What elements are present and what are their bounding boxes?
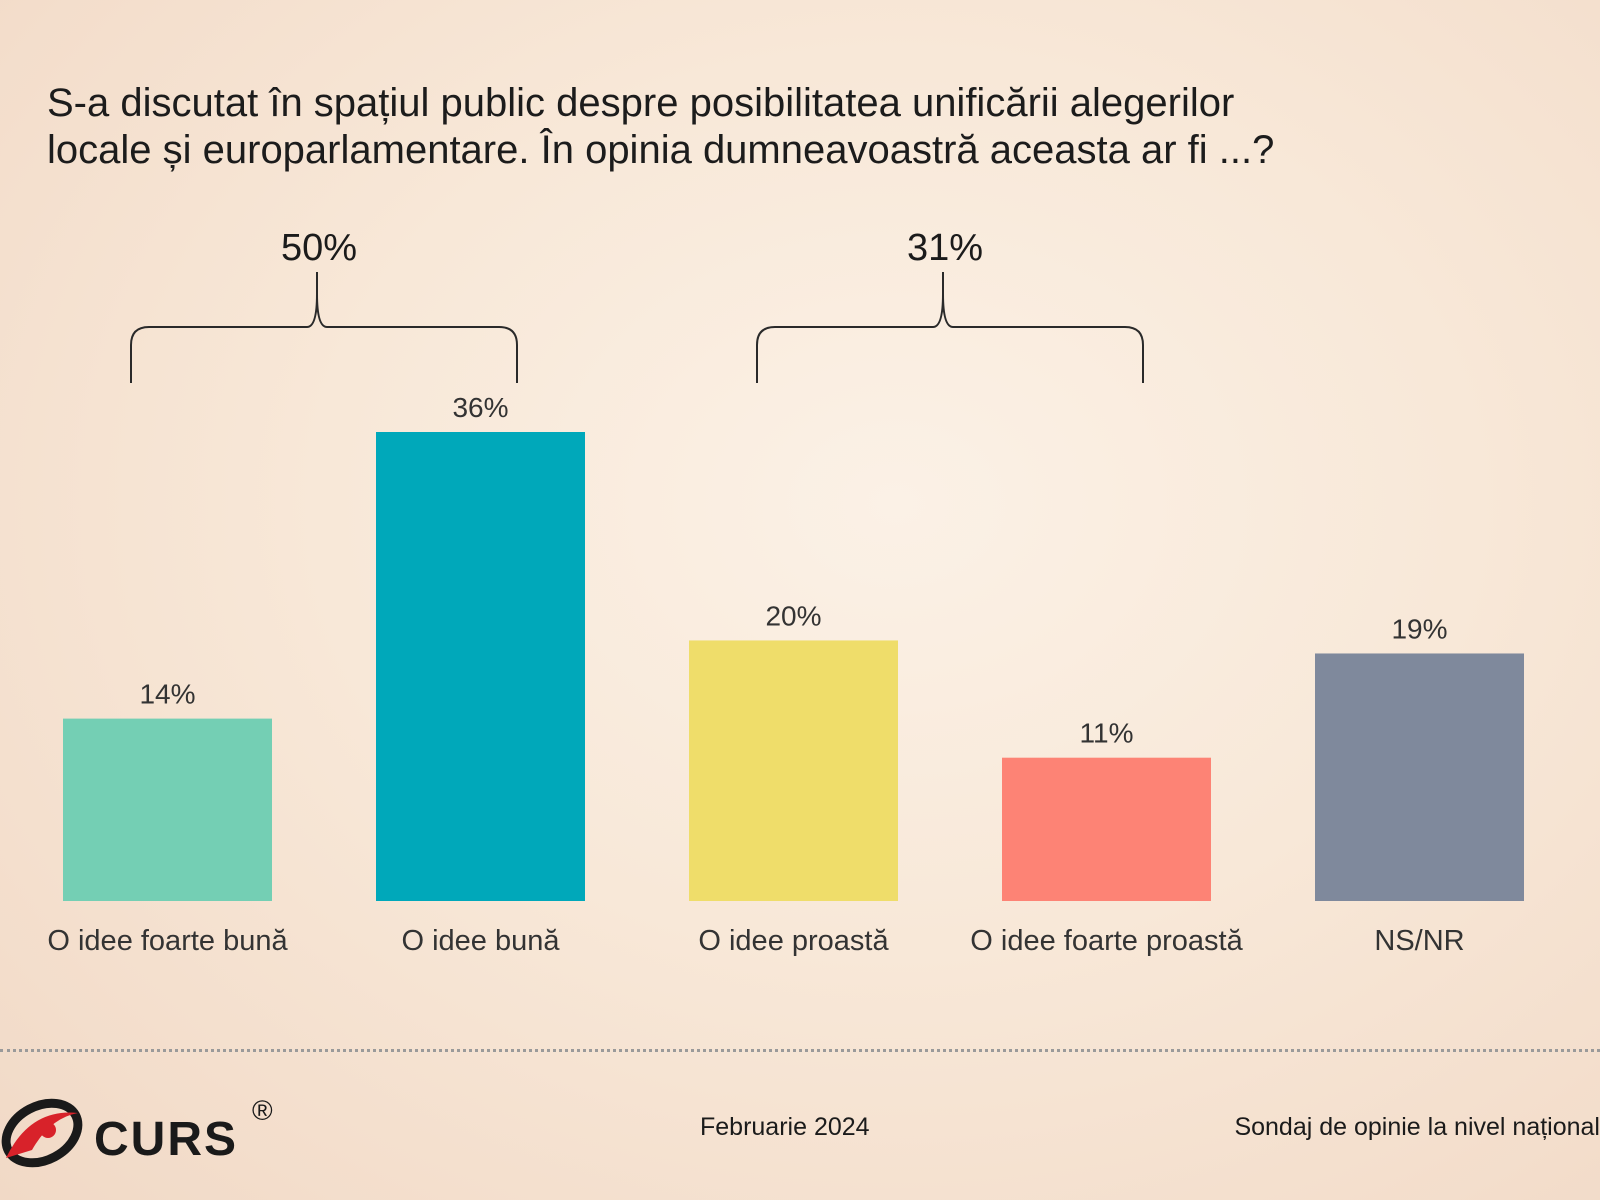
footer-divider	[0, 1049, 1600, 1052]
bar-value-label: 19%	[1391, 613, 1447, 644]
survey-source: Sondaj de opinie la nivel național	[1234, 1113, 1600, 1141]
bar-value-label: 36%	[452, 392, 508, 423]
bar	[1315, 653, 1524, 901]
category-label: O idee foarte proastă	[970, 925, 1243, 957]
bar-chart: 14% O idee foarte bună 36% O idee bună 20% O …	[47, 227, 1524, 957]
bar	[63, 718, 272, 901]
bar-value-label: 20%	[765, 600, 821, 631]
curs-logo-icon	[1, 1098, 83, 1168]
chart-title-line-1: S-a discutat în spațiul public despre po…	[47, 81, 1235, 125]
survey-date: Februarie 2024	[700, 1113, 870, 1141]
bar	[376, 432, 585, 901]
chart-title-line-2: locale și europarlamentare. În opinia du…	[47, 128, 1275, 172]
bar	[1002, 757, 1211, 901]
group-brace	[756, 272, 1144, 383]
bar-value-label: 14%	[139, 679, 195, 710]
group-total-label: 31%	[907, 227, 983, 269]
category-label: O idee bună	[401, 925, 560, 957]
category-label: O idee proastă	[698, 925, 889, 957]
bar-value-label: 11%	[1080, 718, 1134, 749]
category-label: NS/NR	[1374, 925, 1464, 957]
group-brace	[130, 272, 518, 383]
curs-logo-text: CURS	[94, 1113, 238, 1166]
category-label: O idee foarte bună	[47, 925, 288, 957]
chart-title: S-a discutat în spațiul public despre po…	[47, 80, 1547, 174]
curs-logo-registered-mark: ®	[252, 1095, 273, 1126]
curs-logo: CURS ®	[1, 1095, 273, 1168]
group-total-label: 50%	[281, 227, 357, 269]
bar	[689, 640, 898, 901]
